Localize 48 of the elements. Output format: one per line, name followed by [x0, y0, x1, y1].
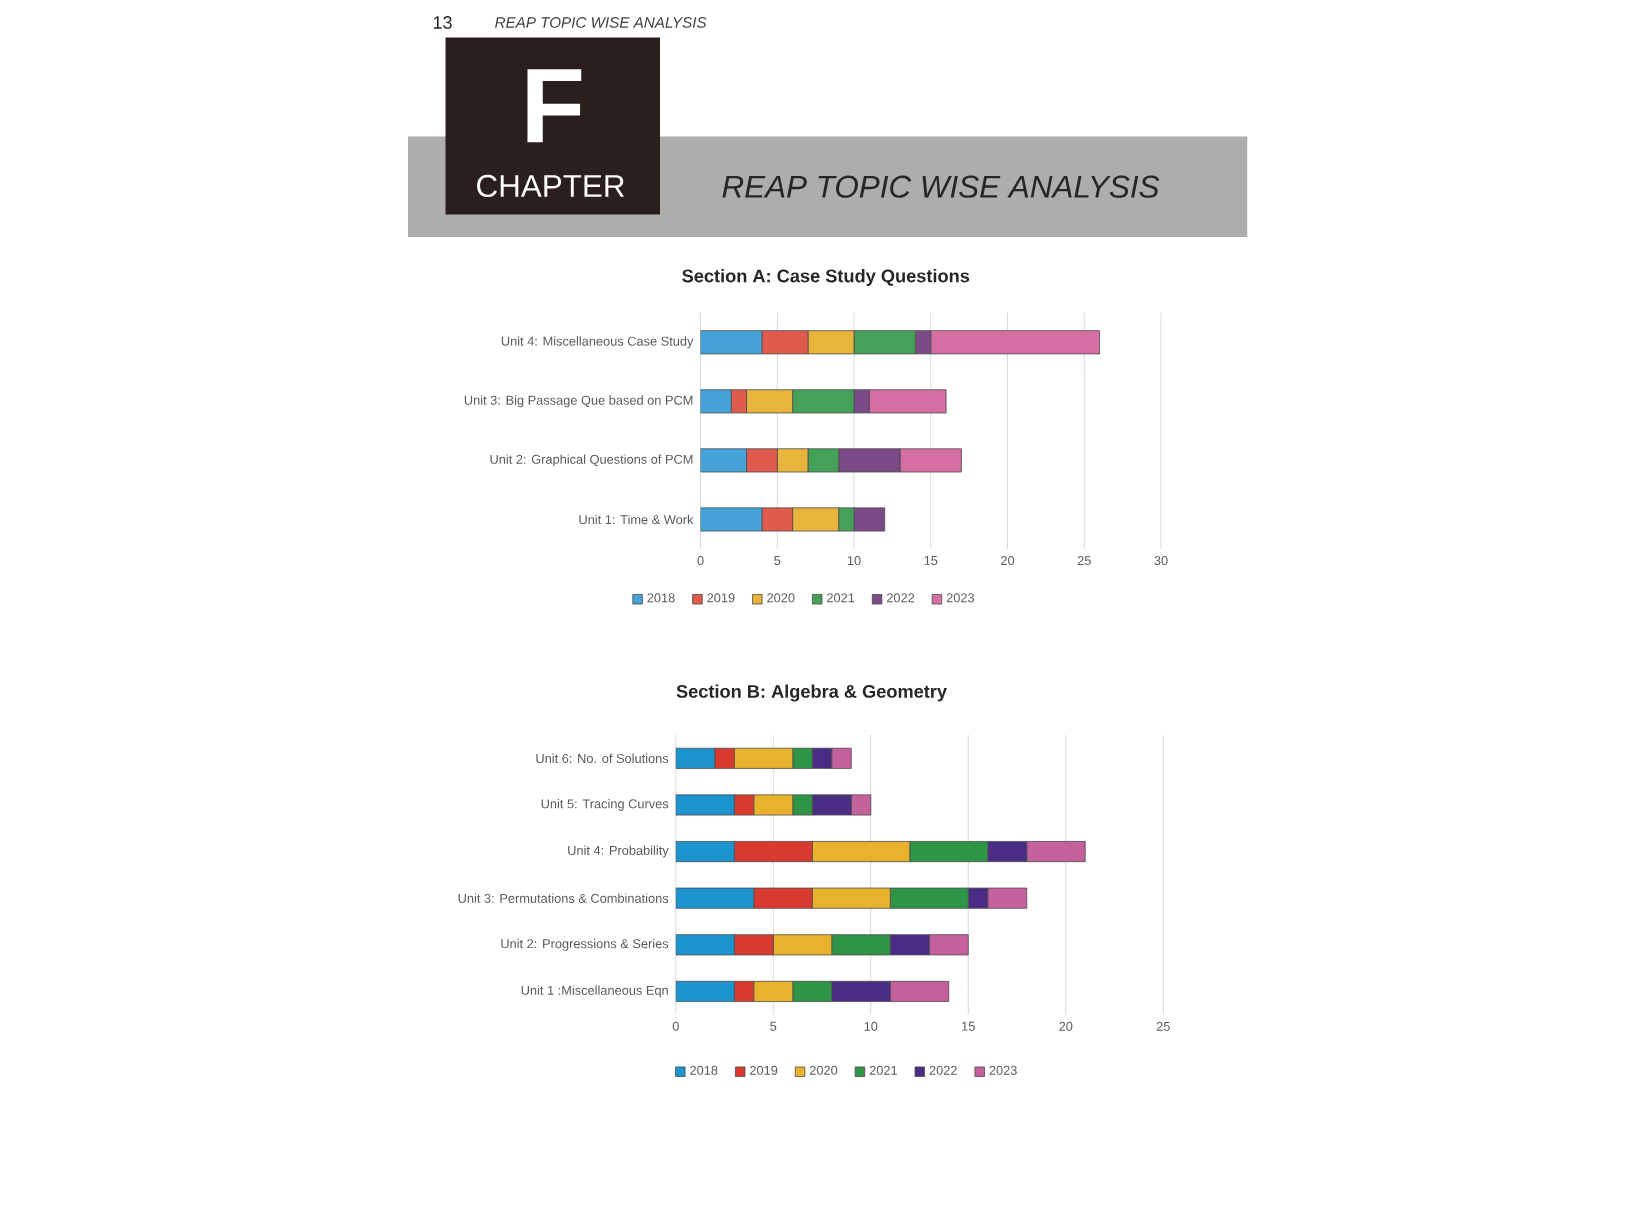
legend-label: 2021 [869, 1065, 897, 1075]
y-tick-label: Unit 1: Time & Work [579, 514, 694, 525]
legend-label: 2020 [809, 1065, 838, 1075]
legend-label: 2018 [647, 593, 675, 603]
legend-label: 2019 [750, 1065, 778, 1075]
text: REAP TOPIC WISE ANALYSIS [722, 175, 1160, 198]
legend-label: 2021 [827, 593, 855, 603]
x-tick-label: 15 [962, 1021, 975, 1031]
y-tick-label: Unit 1 :Miscellaneous Eqn [521, 985, 668, 998]
x-tick-label: 5 [770, 1021, 777, 1031]
text: 13 [433, 16, 452, 29]
chart-title: Section A: Case Study Questions [682, 269, 970, 286]
y-tick-label: Unit 6: No. of Solutions [536, 753, 669, 764]
y-tick-label: Unit 3: Permutations & Combinations [458, 893, 669, 903]
legend-label: 2019 [707, 593, 735, 603]
y-tick-label: Unit 4: Probability [568, 845, 669, 858]
y-tick-label: Unit 2: Progressions & Series [501, 938, 669, 951]
bar [675, 887, 755, 909]
y-tick-label: Unit 3: Big Passage Que based on PCM [464, 395, 693, 408]
legend-label: 2022 [886, 593, 915, 603]
x-tick-label: 15 [924, 556, 938, 565]
bar [675, 841, 735, 863]
bar [675, 747, 716, 769]
bar [675, 980, 735, 1002]
y-tick-label: Unit 4: Miscellaneous Case Study [501, 336, 694, 349]
bar [675, 794, 735, 816]
x-tick-label: 25 [1077, 556, 1091, 566]
legend-label: 2023 [946, 593, 975, 603]
x-tick-label: 20 [1059, 1021, 1073, 1031]
legend-label: 2018 [690, 1065, 718, 1075]
x-tick-label: 0 [697, 556, 704, 566]
x-tick-label: 25 [1156, 1021, 1170, 1031]
text: F [527, 69, 582, 143]
legend-label: 2023 [989, 1065, 1017, 1075]
y-tick-label: Unit 5: Tracing Curves [541, 798, 669, 811]
x-tick-label: 20 [1001, 556, 1015, 566]
legend-label: 2022 [929, 1065, 957, 1075]
legend-label: 2020 [767, 593, 795, 603]
x-tick-label: 30 [1154, 556, 1168, 566]
text: REAP TOPIC WISE ANALYSIS [495, 17, 707, 28]
bar [675, 934, 735, 956]
x-tick-label: 10 [864, 1021, 878, 1031]
y-tick-label: Unit 2: Graphical Questions of PCM [490, 454, 693, 467]
x-tick-label: 10 [847, 556, 861, 566]
x-tick-label: 5 [774, 556, 781, 565]
chart-title: Section B: Algebra & Geometry [676, 684, 947, 702]
x-tick-label: 0 [672, 1021, 679, 1031]
text: CHAPTER [477, 174, 625, 198]
